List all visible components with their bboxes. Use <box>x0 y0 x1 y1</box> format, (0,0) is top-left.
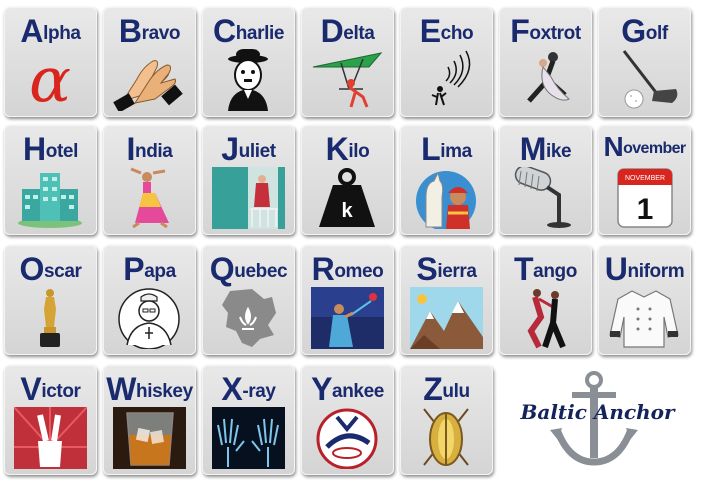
card-foxtrot: Foxtrot <box>499 7 592 117</box>
whiskey-glass-icon <box>113 407 186 469</box>
xray-hands-icon <box>212 407 285 469</box>
card-charlie: Charlie <box>202 7 295 117</box>
kilo-weight-icon: k <box>311 167 384 229</box>
card-mike: Mike <box>499 125 592 235</box>
victory-hand-icon <box>14 407 87 469</box>
card-tango: Tango <box>499 245 592 355</box>
card-hotel: Hotel <box>4 125 97 235</box>
card-word: Romeo <box>311 251 384 287</box>
clapping-hands-icon <box>113 49 186 111</box>
card-word: Victor <box>20 371 81 407</box>
golf-club-ball-icon <box>608 49 681 111</box>
chef-uniform-icon <box>608 287 681 349</box>
logo-text: Baltic Anchor <box>520 400 675 424</box>
card-xray: X-ray <box>202 365 295 475</box>
card-lima: Lima <box>400 125 493 235</box>
card-word: Uniform <box>604 251 685 287</box>
romeo-icon <box>311 287 384 349</box>
hotel-building-icon <box>14 167 87 229</box>
card-victor: Victor <box>4 365 97 475</box>
card-papa: Papa <box>103 245 196 355</box>
oscar-statue-icon <box>14 287 87 349</box>
card-word: Tango <box>514 251 577 287</box>
svg-text:α: α <box>29 49 71 111</box>
card-romeo: Romeo <box>301 245 394 355</box>
card-juliet: Juliet <box>202 125 295 235</box>
card-word: Lima <box>421 131 472 167</box>
hang-glider-icon <box>311 49 384 111</box>
card-word: Foxtrot <box>510 13 581 49</box>
card-word: Alpha <box>20 13 81 49</box>
card-kilo: Kilo k <box>301 125 394 235</box>
card-word: Delta <box>320 13 375 49</box>
calendar-month: NOVEMBER <box>625 175 665 182</box>
card-word: November <box>603 131 686 162</box>
card-zulu: Zulu <box>400 365 493 475</box>
card-word: Bravo <box>118 13 181 49</box>
card-bravo: Bravo <box>103 7 196 117</box>
card-word: Juliet <box>221 131 276 167</box>
kilo-label: k <box>341 200 353 222</box>
baltic-anchor-logo: Baltic Anchor <box>500 370 695 470</box>
llama-peru-icon <box>410 167 483 229</box>
card-word: Mike <box>519 131 572 167</box>
card-word: Charlie <box>212 13 284 49</box>
card-word: Oscar <box>19 251 82 287</box>
card-word: Papa <box>123 251 176 287</box>
card-quebec: Quebec <box>202 245 295 355</box>
dancing-couple-icon <box>509 49 582 111</box>
zulu-shield-icon <box>410 407 483 469</box>
card-alpha: Alpha α <box>4 7 97 117</box>
card-whiskey: Whiskey <box>103 365 196 475</box>
mountains-icon <box>410 287 483 349</box>
card-word: Yankee <box>311 371 384 407</box>
indian-dancer-icon <box>113 167 186 229</box>
juliet-balcony-icon <box>212 167 285 229</box>
card-word: Kilo <box>325 131 370 167</box>
tango-dancers-icon <box>509 287 582 349</box>
card-sierra: Sierra <box>400 245 493 355</box>
card-india: India <box>103 125 196 235</box>
card-november: November NOVEMBER 1 <box>598 125 691 235</box>
yankees-logo-icon <box>311 407 384 469</box>
calendar-day: 1 <box>637 193 654 226</box>
card-delta: Delta <box>301 7 394 117</box>
card-uniform: Uniform <box>598 245 691 355</box>
microphone-icon <box>509 167 582 229</box>
card-word: India <box>126 131 173 167</box>
card-golf: Golf <box>598 7 691 117</box>
card-word: Sierra <box>416 251 477 287</box>
card-word: Quebec <box>209 251 288 287</box>
echo-signal-icon <box>410 49 483 111</box>
card-yankee: Yankee <box>301 365 394 475</box>
quebec-map-icon <box>212 287 285 349</box>
card-word: Hotel <box>23 131 78 167</box>
card-word: Zulu <box>423 371 470 407</box>
card-echo: Echo <box>400 7 493 117</box>
anchor-icon <box>550 371 638 466</box>
alpha-symbol-icon: α <box>14 49 87 111</box>
card-word: X-ray <box>221 371 276 407</box>
card-word: Whiskey <box>106 371 193 407</box>
charlie-chaplin-icon <box>212 49 285 111</box>
card-oscar: Oscar <box>4 245 97 355</box>
pope-icon <box>113 287 186 349</box>
calendar-icon: NOVEMBER 1 <box>608 167 681 229</box>
card-word: Echo <box>419 13 474 49</box>
card-word: Golf <box>621 13 668 49</box>
